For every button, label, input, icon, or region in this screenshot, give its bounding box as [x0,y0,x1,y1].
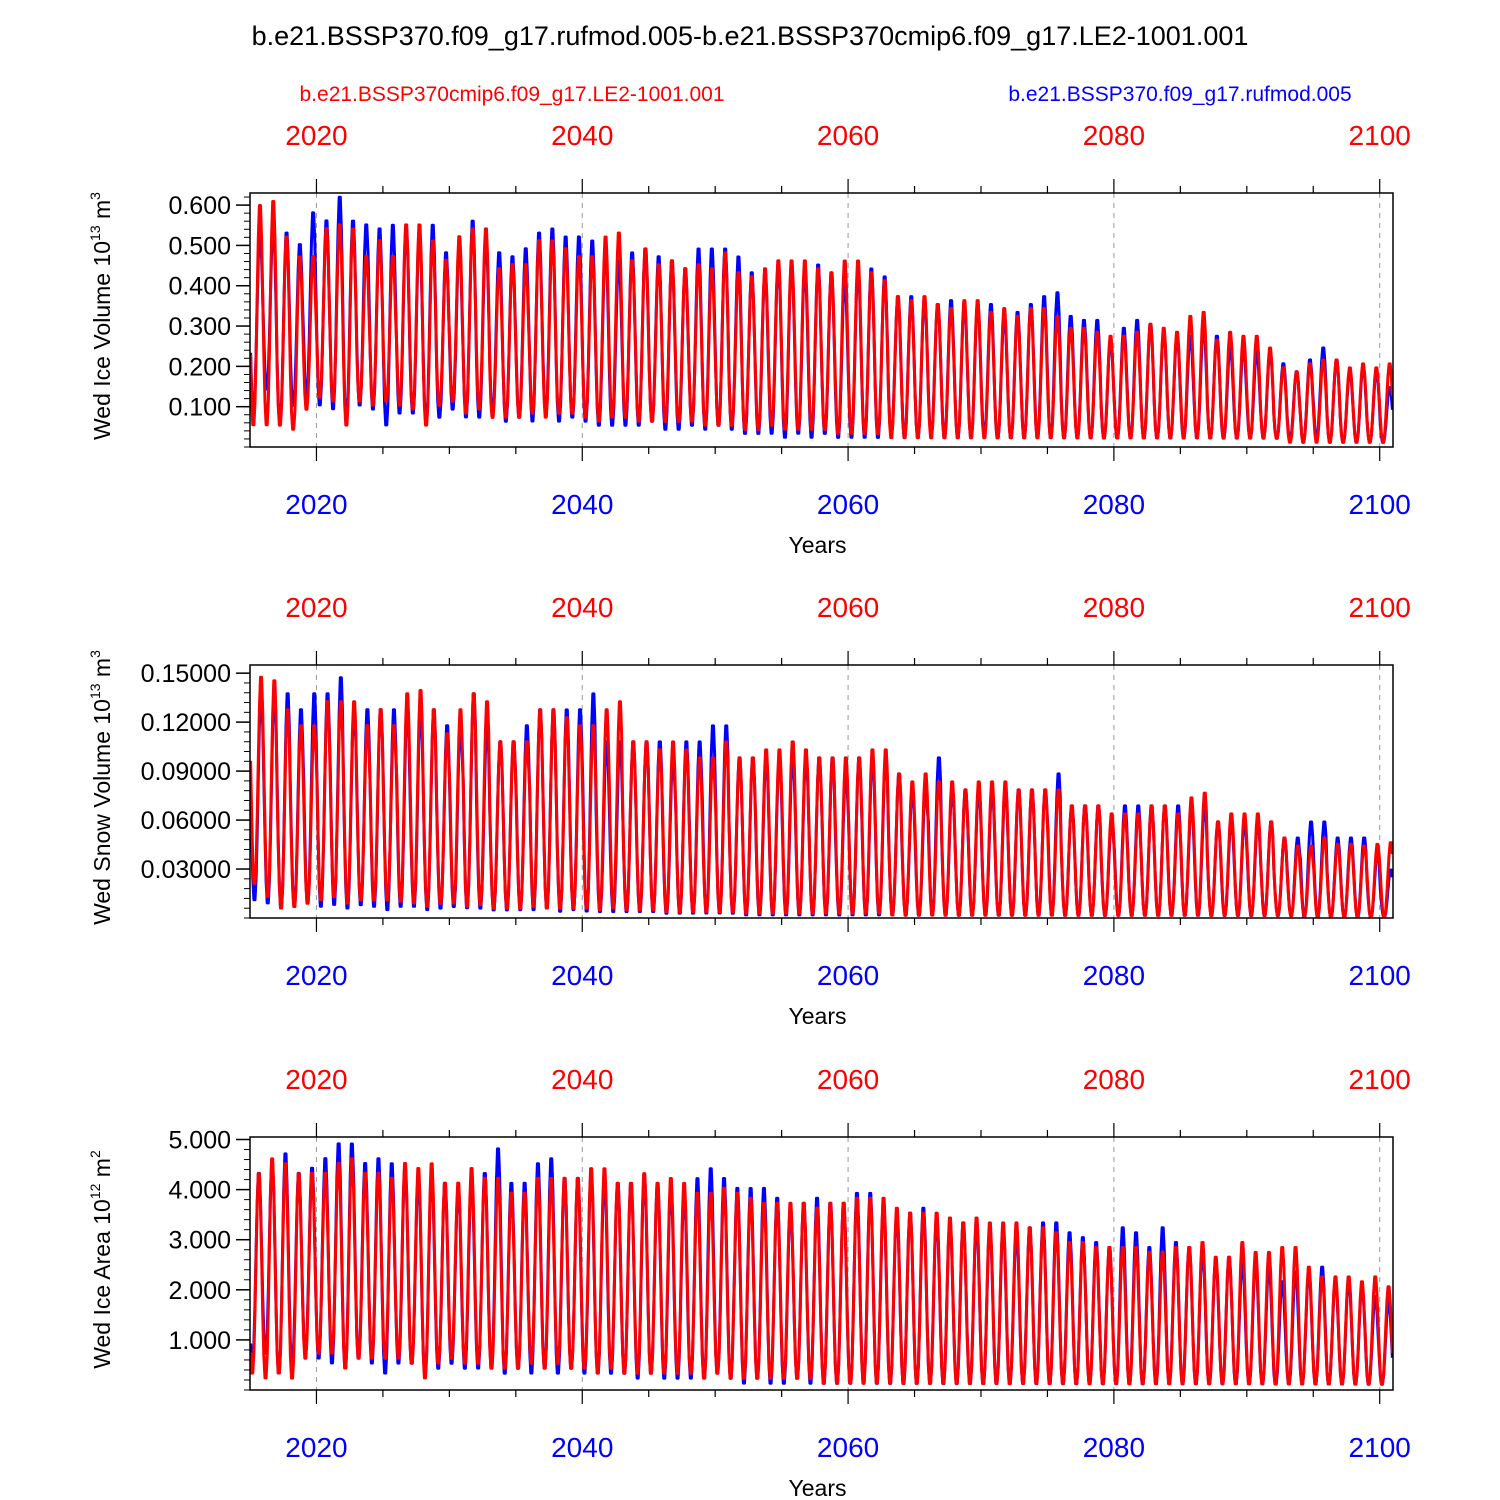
x-tick-label-bottom: 2080 [1083,1432,1145,1463]
x-tick-label-top: 2020 [285,120,347,151]
x-axis-label: Years [789,532,847,558]
series-line-red [250,1157,1393,1386]
x-tick-label-bottom: 2080 [1083,489,1145,520]
x-tick-label-bottom: 2060 [817,960,879,991]
x-tick-label-bottom: 2020 [285,489,347,520]
x-tick-label-top: 2040 [551,120,613,151]
x-tick-label-top: 2020 [285,1064,347,1095]
y-tick-label: 0.500 [168,232,231,260]
x-tick-label-bottom: 2040 [551,960,613,991]
x-tick-label-bottom: 2100 [1349,1432,1411,1463]
legend-red-series-label: b.e21.BSSP370cmip6.f09_g17.LE2-1001.001 [300,83,725,106]
y-tick-label: 0.600 [168,192,231,220]
page-title: b.e21.BSSP370.f09_g17.rufmod.005-b.e21.B… [252,21,1249,51]
y-axis-label: Wed Snow Volume 1013 m3 [87,650,115,925]
x-tick-label-top: 2080 [1083,1064,1145,1095]
x-tick-label-top: 2020 [285,592,347,623]
y-tick-label: 0.300 [168,313,231,341]
y-tick-label: 5.000 [168,1127,231,1155]
plot-frame [249,192,1394,448]
y-tick-label: 4.000 [168,1177,231,1205]
x-tick-label-top: 2060 [817,1064,879,1095]
x-tick-label-top: 2080 [1083,592,1145,623]
y-tick-label: 0.06000 [141,807,231,835]
x-tick-label-bottom: 2080 [1083,960,1145,991]
x-tick-label-top: 2060 [817,592,879,623]
y-tick-label: 0.15000 [141,660,231,688]
plot-frame [249,664,1394,919]
y-tick-label: 0.09000 [141,758,231,786]
x-tick-label-bottom: 2100 [1349,960,1411,991]
chart-panels: 0.100 0.200 0.300 0.400 0.500 0.600 2020 2020 20… [87,120,1411,1500]
chart-panel-snow-volume: 0.03000 0.06000 0.09000 0.12000 0.15000 2020 2… [87,592,1411,1029]
x-tick-label-top: 2100 [1349,592,1411,623]
x-tick-label-bottom: 2020 [285,960,347,991]
plot-frame [249,1136,1394,1391]
x-tick-label-bottom: 2020 [285,1432,347,1463]
x-tick-label-bottom: 2040 [551,489,613,520]
x-tick-label-top: 2080 [1083,120,1145,151]
y-tick-label: 2.000 [168,1277,231,1305]
chart-panel-ice-area: 1.000 2.000 3.000 4.000 5.000 2020 2020 2040 204… [87,1064,1411,1500]
chart-panel-ice-volume: 0.100 0.200 0.300 0.400 0.500 0.600 2020 2020 20… [87,120,1411,558]
x-tick-label-top: 2040 [551,592,613,623]
x-tick-label-bottom: 2060 [817,1432,879,1463]
series-line-red [250,675,1393,918]
legend-blue-series-label: b.e21.BSSP370.f09_g17.rufmod.005 [1008,83,1351,106]
y-tick-label: 3.000 [168,1227,231,1255]
x-tick-label-bottom: 2040 [551,1432,613,1463]
x-tick-label-bottom: 2060 [817,489,879,520]
y-tick-label: 0.100 [168,394,231,422]
x-axis-label: Years [789,1003,847,1029]
x-tick-label-top: 2060 [817,120,879,151]
series-line-red [250,200,1393,444]
y-tick-label: 0.03000 [141,856,231,884]
y-axis-label: Wed Ice Volume 1013 m3 [87,192,115,440]
x-tick-label-top: 2100 [1349,1064,1411,1095]
x-tick-label-top: 2040 [551,1064,613,1095]
y-axis-label: Wed Ice Area 1012 m2 [87,1150,115,1369]
x-tick-label-top: 2100 [1349,120,1411,151]
y-tick-label: 0.200 [168,353,231,381]
y-tick-label: 0.400 [168,273,231,301]
x-tick-label-bottom: 2100 [1349,489,1411,520]
y-tick-label: 0.12000 [141,709,231,737]
y-tick-label: 1.000 [168,1327,231,1355]
x-axis-label: Years [789,1475,847,1500]
